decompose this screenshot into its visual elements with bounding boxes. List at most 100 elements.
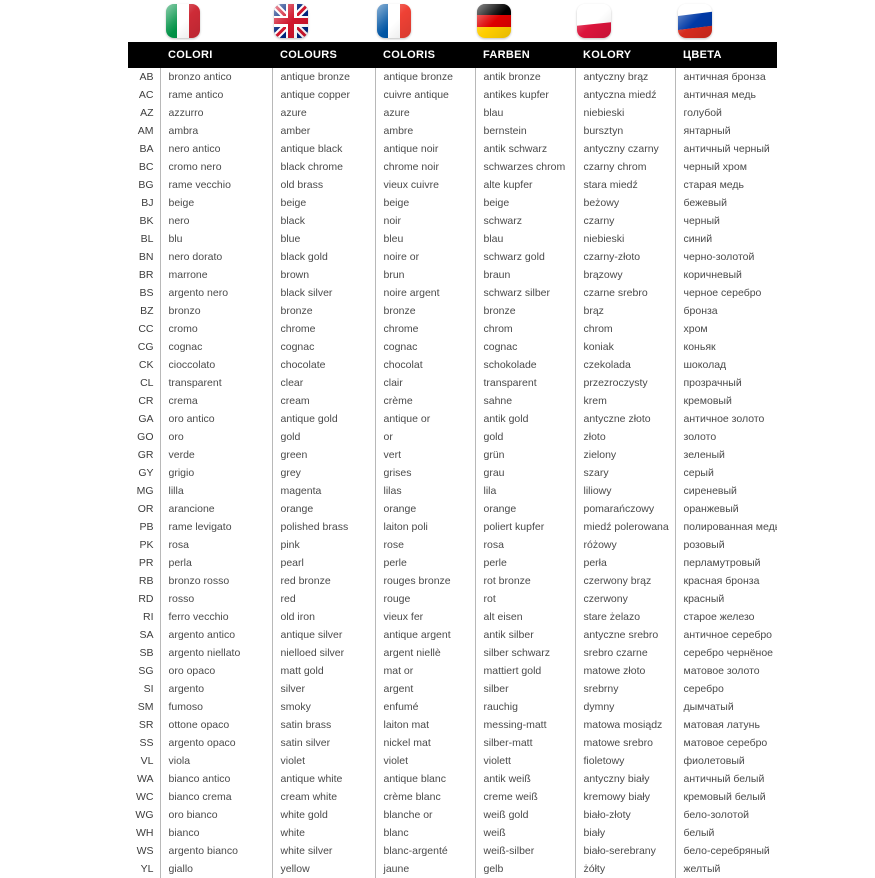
cell-german: bernstein [474,122,575,140]
cell-german: gold [474,428,575,446]
cell-german: weiß gold [474,806,575,824]
cell-russian: голубой [674,104,777,122]
cell-english: pink [271,536,375,554]
cell-russian: белый [674,824,777,842]
cell-english: red [271,590,375,608]
cell-french: cuivre antique [374,86,475,104]
cell-english: amber [271,122,375,140]
cell-italian: argento antico [159,626,272,644]
cell-german: poliert kupfer [474,518,575,536]
table-row: BN nero dorato black gold noire or schwarz g… [128,248,777,266]
cell-german: rauchig [474,698,575,716]
cell-german: braun [474,266,575,284]
cell-russian: бело-золотой [674,806,777,824]
cell-english: black [271,212,375,230]
cell-code: BZ [140,305,154,317]
cell-italian: bianco antico [159,770,272,788]
cell-russian: прозрачный [674,374,777,392]
cell-english: magenta [271,482,375,500]
flag-uk-icon [274,4,308,38]
cell-german: mattiert gold [474,662,575,680]
table-row: SS argento opaco satin silver nickel mat sil… [128,734,777,752]
cell-italian: argento niellato [159,644,272,662]
cell-italian: rame vecchio [159,176,272,194]
cell-english: antique bronze [271,68,375,86]
cell-russian: хром [674,320,777,338]
cell-german: violett [474,752,575,770]
cell-polish: czerwony brąz [574,572,675,590]
cell-code: BL [140,233,154,245]
cell-german: blau [474,230,575,248]
table-row: GO oro gold or gold złoto золото [128,428,777,446]
cell-french: bronze [374,302,475,320]
cell-italian: oro [159,428,272,446]
cell-french: grises [374,464,475,482]
table-row: AC rame antico antique copper cuivre antiqu… [128,86,777,104]
table-header: COLORI COLOURS COLORIS FARBEN KOLORY ЦВЕ… [128,42,777,68]
cell-italian: azzurro [159,104,272,122]
cell-english: green [271,446,375,464]
cell-english: black gold [271,248,375,266]
cell-code: CG [137,341,154,353]
table-row: RB bronzo rosso red bronze rouges bronze rot… [128,572,777,590]
color-translation-table: COLORI COLOURS COLORIS FARBEN KOLORY ЦВЕ… [128,42,777,878]
table-row: WA bianco antico antique white antique blan… [128,770,777,788]
cell-italian: grigio [159,464,272,482]
cell-russian: бронза [674,302,777,320]
cell-german: alt eisen [474,608,575,626]
cell-polish: niebieski [574,230,675,248]
table-row: WS argento bianco white silver blanc-argent… [128,842,777,860]
cell-english: beige [271,194,375,212]
cell-german: weiß-silber [474,842,575,860]
cell-italian: cromo [159,320,272,338]
flag-row [128,0,745,42]
column-header-code [128,42,160,68]
cell-code: PK [139,539,154,551]
cell-italian: perla [159,554,272,572]
cell-english: grey [271,464,375,482]
table-row: BZ bronzo bronze bronze bronze brąz бронза [128,302,777,320]
cell-italian: rosa [159,536,272,554]
flag-uk-cell [238,0,344,42]
table-row: OR arancione orange orange orange pomarańczow… [128,500,777,518]
cell-italian: argento opaco [159,734,272,752]
cell-french: antique noir [374,140,475,158]
table-body: AB bronzo antico antique bronze antique bro… [128,68,777,878]
cell-polish: fioletowy [574,752,675,770]
color-table-container: COLORI COLOURS COLORIS FARBEN KOLORY ЦВЕ… [128,42,777,878]
cell-polish: złoto [574,428,675,446]
column-header-german: FARBEN [475,42,575,68]
cell-italian: crema [159,392,272,410]
cell-russian: черный хром [674,158,777,176]
cell-polish: szary [574,464,675,482]
cell-polish: kremowy biały [574,788,675,806]
cell-code: BS [139,287,154,299]
cell-polish: brązowy [574,266,675,284]
cell-code: CK [138,359,154,371]
cell-polish: biały [574,824,675,842]
table-row: PR perla pearl perle perle perła перламутровый [128,554,777,572]
header-row: COLORI COLOURS COLORIS FARBEN KOLORY ЦВЕ… [128,42,777,68]
cell-italian: lilla [159,482,272,500]
cell-german: beige [474,194,575,212]
cell-polish: miedź polerowana [574,518,675,536]
table-row: PB rame levigato polished brass laiton poli… [128,518,777,536]
cell-polish: liliowy [574,482,675,500]
cell-italian: marrone [159,266,272,284]
cell-polish: czarny [574,212,675,230]
cell-german: schwarz gold [474,248,575,266]
table-row: CK cioccolato chocolate chocolat schokolade c… [128,356,777,374]
cell-russian: дымчатый [674,698,777,716]
cell-russian: бело-серебряный [674,842,777,860]
cell-english: satin silver [271,734,375,752]
cell-russian: перламутровый [674,554,777,572]
cell-french: laiton mat [374,716,475,734]
table-row: BC cromo nero black chrome chrome noir schwa… [128,158,777,176]
cell-code: PR [138,557,154,569]
cell-french: beige [374,194,475,212]
cell-german: antik silber [474,626,575,644]
cell-russian: золото [674,428,777,446]
cell-russian: черное серебро [674,284,777,302]
cell-english: antique black [271,140,375,158]
cell-english: pearl [271,554,375,572]
